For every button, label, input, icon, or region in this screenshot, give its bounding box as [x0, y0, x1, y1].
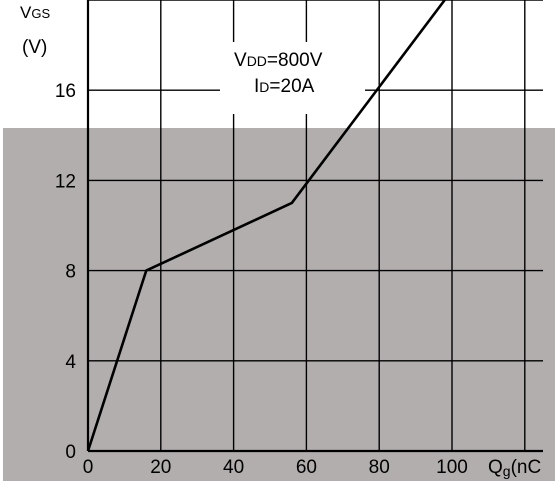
x-tick-label: 20 [150, 457, 171, 478]
plot-frame [86, 0, 543, 453]
y-tick-label: 0 [65, 442, 76, 463]
y-tick-labels: 0 4 8 12 16 [55, 81, 77, 463]
gray-overlay [3, 128, 555, 481]
x-tick-label: 80 [369, 457, 390, 478]
y-tick-label: 16 [55, 81, 76, 102]
annotation-id: ID=20A [254, 76, 315, 97]
y-tick-label: 8 [65, 262, 76, 283]
x-tick-label: 100 [436, 457, 468, 478]
x-tick-label: 60 [296, 457, 317, 478]
y-tick-label: 12 [55, 171, 76, 192]
annotation-box [220, 42, 365, 114]
series-group [86, 0, 446, 452]
x-tick-label: 40 [223, 457, 244, 478]
x-tick-labels: 0 20 40 60 80 100 [83, 457, 468, 478]
y-axis-unit: (V) [22, 37, 47, 58]
y-tick-label: 4 [65, 352, 76, 373]
y-axis-title: VGS [20, 3, 50, 22]
x-axis-title: Qg(nC [488, 457, 541, 479]
annotation-vdd: VDD=800V [234, 50, 323, 71]
x-tick-label: 0 [83, 457, 94, 478]
